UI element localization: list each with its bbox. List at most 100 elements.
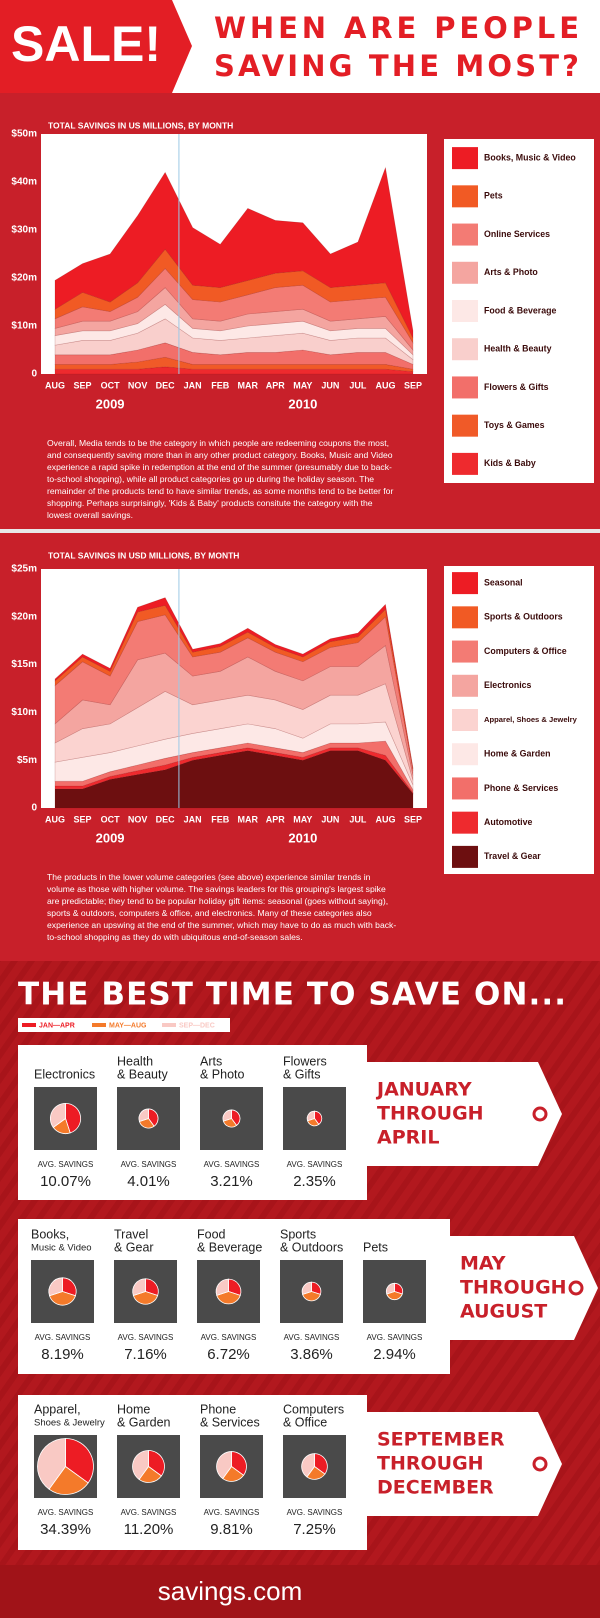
legend-label: MAY—AUG [109, 1022, 147, 1029]
pie-slice [302, 1291, 321, 1302]
x-tick-label: OCT [101, 814, 121, 824]
x-tick-label: APR [266, 380, 286, 390]
x-tick-label: SEP [404, 380, 422, 390]
category-name: Phone [200, 1402, 236, 1416]
category-name: Music & Video [31, 1243, 92, 1254]
avg-label: AVG. SAVINGS [284, 1333, 340, 1342]
legend-swatch [452, 845, 478, 868]
avg-value: 7.25% [293, 1521, 336, 1538]
legend-swatch [92, 1023, 106, 1027]
legend-label: Electronics [484, 680, 532, 690]
category-name: & Photo [200, 1067, 245, 1081]
category-name: Electronics [34, 1067, 95, 1081]
x-tick-label: JUN [321, 380, 339, 390]
category-name: Books, [31, 1227, 69, 1241]
x-tick-label: AUG [45, 380, 65, 390]
x-tick-label: MAR [238, 814, 259, 824]
legend-label: SEP—DEC [179, 1022, 215, 1029]
area [54, 318, 414, 365]
y-tick-label: $30m [11, 225, 37, 236]
legend-swatch [452, 640, 478, 663]
x-tick-label: MAY [293, 380, 312, 390]
y-tick-label: $25m [11, 564, 37, 575]
legend-swatch [162, 1023, 176, 1027]
pie-slice [231, 1109, 241, 1126]
tag [367, 1062, 562, 1166]
legend-label: Computers & Office [484, 646, 567, 656]
category-name: Pets [363, 1240, 388, 1254]
pie-slice [48, 1465, 89, 1495]
pie-slice [216, 1291, 241, 1305]
y-tick-label: 0 [31, 803, 37, 814]
area [54, 287, 414, 356]
pie-slice [231, 1451, 247, 1476]
chart-title: TOTAL SAVINGS IN US MILLIONS, BY MONTH [48, 120, 233, 130]
pie-slice [132, 1450, 149, 1480]
tag-label: DECEMBER [377, 1477, 494, 1499]
pie-slice [138, 1108, 149, 1122]
legend-swatch [452, 376, 478, 399]
avg-label: AVG. SAVINGS [204, 1160, 260, 1169]
legend-label: Apparel, Shoes & Jewelry [484, 715, 578, 724]
tag-label: JANUARY [375, 1079, 472, 1101]
legend-swatch [452, 414, 478, 437]
pie-slice [314, 1453, 328, 1475]
legend-label: Kids & Baby [484, 458, 536, 468]
category-name: & Gear [114, 1240, 154, 1254]
legend-label: Online Services [484, 229, 550, 239]
avg-value: 8.19% [41, 1346, 84, 1363]
legend-label: Books, Music & Video [484, 152, 576, 162]
x-tick-label: JUL [349, 380, 367, 390]
tag [367, 1412, 562, 1516]
legend-swatch [452, 709, 478, 731]
x-tick-label: SEP [404, 814, 422, 824]
x-tick-label: AUG [45, 814, 65, 824]
avg-label: AVG. SAVINGS [201, 1333, 257, 1342]
pie-slice [37, 1438, 66, 1490]
pie-slice [385, 1282, 395, 1295]
legend-swatch [452, 261, 478, 284]
legend-swatch [452, 777, 478, 800]
legend-swatch [22, 1023, 36, 1027]
legend-swatch [452, 338, 478, 361]
legend-label: Home & Garden [484, 749, 550, 759]
avg-value: 3.86% [290, 1346, 333, 1363]
category-name: & Outdoors [280, 1240, 343, 1254]
pie-slice [65, 1438, 94, 1484]
y-tick-label: $20m [11, 273, 37, 284]
tag-label: THROUGH [377, 1453, 484, 1475]
x-tick-label: MAY [293, 814, 312, 824]
year-label: 2009 [96, 830, 125, 845]
area [54, 604, 414, 771]
area [54, 304, 414, 361]
legend-swatch [452, 452, 478, 475]
avg-label: AVG. SAVINGS [118, 1333, 174, 1342]
tag-label: MAY [460, 1253, 506, 1275]
category-name: Home [117, 1402, 150, 1416]
legend-swatch [452, 223, 478, 246]
legend-label: Arts & Photo [484, 267, 538, 277]
avg-value: 11.20% [124, 1521, 174, 1538]
avg-label: AVG. SAVINGS [35, 1333, 91, 1342]
x-tick-label: APR [266, 814, 286, 824]
avg-value: 2.94% [373, 1346, 416, 1363]
legend-swatch [452, 185, 478, 208]
category-name: Travel [114, 1227, 148, 1241]
x-tick-label: JUL [349, 814, 367, 824]
avg-label: AVG. SAVINGS [287, 1508, 343, 1517]
avg-label: AVG. SAVINGS [287, 1160, 343, 1169]
y-tick-label: $5m [17, 755, 37, 766]
tag-hole [532, 1456, 548, 1472]
category-name: Health [117, 1054, 153, 1068]
page-title: WHEN ARE PEOPLE [214, 11, 579, 45]
x-tick-label: JUN [321, 814, 339, 824]
avg-value: 9.81% [210, 1521, 253, 1538]
legend-label: Toys & Games [484, 420, 545, 430]
x-tick-label: FEB [211, 380, 230, 390]
x-tick-label: DEC [156, 814, 176, 824]
pie-slice [301, 1281, 312, 1295]
x-tick-label: AUG [375, 814, 395, 824]
badge: SALE! [11, 16, 161, 72]
area [54, 597, 414, 769]
